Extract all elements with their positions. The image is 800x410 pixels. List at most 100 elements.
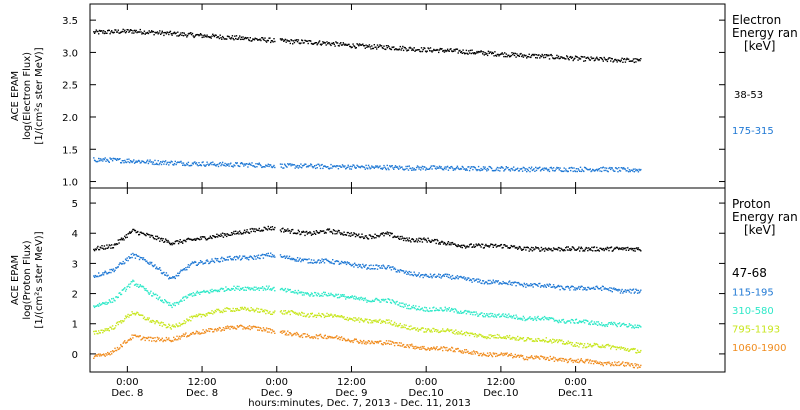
data-point bbox=[191, 32, 194, 35]
data-point bbox=[588, 286, 590, 289]
data-point bbox=[268, 37, 270, 39]
data-point bbox=[333, 263, 335, 265]
data-point bbox=[477, 281, 479, 283]
data-point bbox=[128, 316, 130, 318]
data-point bbox=[102, 331, 104, 334]
data-point bbox=[351, 264, 353, 267]
data-point bbox=[452, 169, 454, 171]
data-point bbox=[497, 280, 499, 282]
data-point bbox=[596, 362, 598, 364]
data-point bbox=[537, 54, 539, 57]
data-point bbox=[433, 165, 436, 167]
data-point bbox=[629, 365, 631, 367]
data-point bbox=[497, 53, 499, 56]
data-point bbox=[302, 42, 304, 44]
data-point bbox=[425, 167, 428, 169]
data-point bbox=[410, 47, 412, 49]
data-point bbox=[474, 53, 476, 55]
data-point bbox=[396, 300, 398, 303]
data-point bbox=[626, 361, 628, 364]
data-point bbox=[557, 340, 560, 342]
data-point bbox=[600, 346, 602, 349]
data-point bbox=[400, 238, 402, 240]
data-point bbox=[499, 354, 501, 356]
data-point bbox=[458, 168, 460, 170]
data-point bbox=[606, 170, 609, 172]
data-point bbox=[184, 34, 186, 36]
data-point bbox=[387, 265, 389, 267]
data-point bbox=[620, 248, 622, 250]
data-point bbox=[238, 285, 240, 288]
data-point bbox=[387, 322, 389, 324]
data-point bbox=[109, 354, 111, 356]
data-point bbox=[617, 247, 619, 249]
data-point bbox=[146, 290, 149, 292]
data-point bbox=[435, 49, 437, 51]
data-point bbox=[104, 270, 106, 272]
x-tick-date-label: Dec. 8 bbox=[186, 388, 218, 399]
data-point bbox=[371, 166, 374, 168]
data-point bbox=[361, 298, 363, 301]
data-point bbox=[351, 340, 353, 342]
data-point bbox=[521, 355, 523, 357]
data-point bbox=[245, 289, 247, 291]
data-point bbox=[464, 168, 466, 170]
data-point bbox=[314, 292, 317, 294]
data-point bbox=[288, 257, 290, 259]
data-point bbox=[353, 266, 355, 268]
data-point bbox=[476, 336, 478, 338]
data-point bbox=[101, 30, 103, 32]
data-point bbox=[505, 353, 507, 355]
data-point bbox=[415, 240, 417, 242]
data-point bbox=[618, 247, 621, 249]
data-point bbox=[374, 340, 376, 343]
data-point bbox=[216, 330, 218, 332]
data-point bbox=[326, 312, 328, 315]
data-point bbox=[438, 276, 441, 278]
data-point bbox=[503, 55, 505, 58]
data-point bbox=[301, 39, 303, 41]
data-point bbox=[311, 336, 313, 338]
data-point bbox=[455, 48, 458, 50]
data-point bbox=[126, 236, 128, 238]
data-point bbox=[254, 256, 256, 258]
data-point bbox=[525, 249, 527, 251]
data-point bbox=[581, 168, 583, 171]
data-point bbox=[283, 40, 285, 42]
data-point bbox=[330, 230, 332, 233]
data-point bbox=[230, 325, 232, 328]
data-point bbox=[443, 167, 446, 169]
data-point bbox=[461, 52, 463, 54]
data-point bbox=[441, 48, 443, 50]
data-point bbox=[551, 286, 553, 288]
data-point bbox=[290, 39, 292, 41]
data-point bbox=[407, 307, 410, 310]
data-point bbox=[451, 274, 454, 277]
data-point bbox=[508, 313, 510, 315]
data-point bbox=[230, 289, 232, 291]
data-point bbox=[112, 297, 115, 300]
data-point bbox=[511, 338, 513, 340]
data-point bbox=[408, 346, 410, 349]
data-point bbox=[395, 166, 397, 168]
data-point bbox=[614, 170, 616, 172]
data-point bbox=[314, 261, 316, 264]
data-point bbox=[182, 32, 184, 34]
data-point bbox=[327, 313, 330, 316]
data-point bbox=[317, 314, 319, 317]
data-point bbox=[307, 262, 309, 264]
data-point bbox=[583, 287, 585, 289]
data-point bbox=[452, 277, 454, 279]
data-point bbox=[557, 360, 559, 362]
data-point bbox=[636, 248, 639, 251]
data-point bbox=[371, 235, 374, 238]
data-point bbox=[294, 289, 296, 292]
data-point bbox=[504, 282, 506, 284]
data-point bbox=[592, 323, 595, 325]
data-point bbox=[292, 258, 294, 261]
data-point bbox=[166, 302, 168, 304]
data-point bbox=[270, 289, 273, 291]
data-point bbox=[340, 295, 343, 297]
data-point bbox=[385, 233, 388, 235]
data-point bbox=[151, 319, 154, 322]
